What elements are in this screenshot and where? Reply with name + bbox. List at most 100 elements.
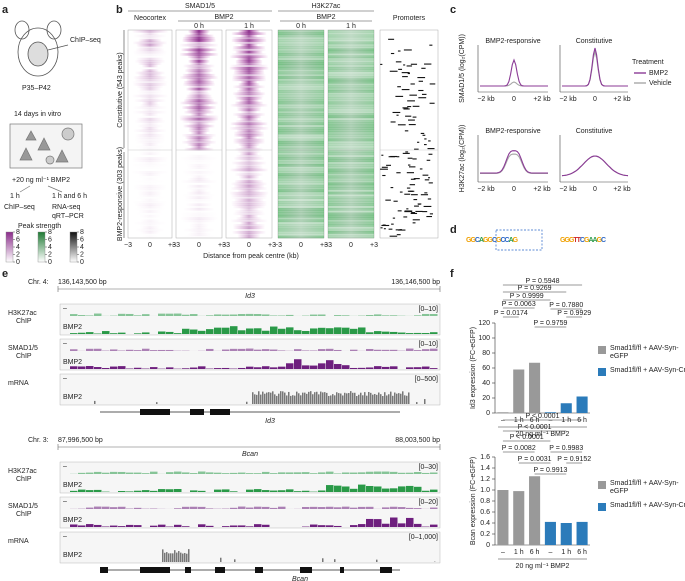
heatmap-row	[278, 78, 324, 82]
heatmap-row	[237, 108, 261, 112]
heatmap-row	[185, 136, 213, 139]
heatmap-row	[135, 60, 165, 63]
heatmap-row	[133, 34, 167, 38]
coverage-bar	[102, 331, 110, 334]
heatmap-row	[180, 217, 218, 220]
coverage-bar	[416, 402, 418, 404]
heatmap-row	[239, 175, 259, 179]
coverage-bar	[414, 508, 422, 509]
schematic-label: 1 h	[10, 193, 20, 200]
heatmap-row	[278, 80, 324, 84]
heatmap-row	[140, 103, 160, 107]
coverage-bar	[118, 526, 126, 527]
heatmap-row	[232, 46, 266, 49]
heatmap-row	[278, 131, 324, 135]
heatmap-row	[189, 224, 209, 227]
track-sub: ChIP	[16, 476, 32, 483]
legend-label: BMP2	[649, 70, 668, 77]
heatmap-cell	[411, 212, 416, 214]
heatmap-row	[138, 194, 162, 197]
exon	[210, 409, 230, 415]
coverage-bar	[142, 490, 150, 492]
heatmap-row	[328, 154, 374, 158]
coverage-bar	[222, 327, 230, 334]
heatmap-row	[180, 101, 218, 105]
heatmap-row	[278, 120, 324, 123]
coverage-bar	[326, 506, 334, 509]
x-tick-label: –	[548, 417, 552, 424]
coverage-bar	[234, 559, 236, 562]
heatmap-row	[184, 207, 214, 211]
coverage-bar	[274, 394, 276, 404]
coverage-bar	[198, 490, 206, 492]
heatmap-row	[328, 46, 374, 49]
heatmap-cell	[426, 215, 433, 218]
heatmap-row	[182, 219, 216, 223]
heatmap-row	[132, 30, 168, 33]
heatmap-cell	[395, 95, 404, 97]
heatmap-row	[179, 53, 219, 56]
coverage-bar	[390, 366, 398, 369]
subplot-title: BMP2-responsive	[485, 38, 540, 45]
bar	[529, 476, 541, 545]
colorbar	[37, 231, 46, 263]
coverage-bar	[310, 506, 318, 509]
heatmap-row	[328, 57, 374, 61]
coverage-bar	[430, 524, 438, 527]
coverage-bar	[276, 395, 278, 404]
y-tick-label: 40	[482, 380, 490, 387]
y-tick-label: 0	[486, 542, 490, 549]
heatmap-cell	[397, 86, 401, 88]
coverage-bar	[134, 315, 142, 316]
heatmap-row	[328, 103, 374, 107]
heatmap-row	[240, 80, 258, 84]
heatmap-cell	[426, 159, 431, 161]
heatmap-row	[185, 97, 213, 100]
coverage-bar	[366, 367, 374, 369]
heatmap-row	[133, 184, 167, 188]
coverage-bar	[350, 391, 352, 404]
coverage-bar	[118, 313, 126, 316]
heatmap-row	[181, 236, 217, 239]
x-tick-label: −2 kb	[559, 186, 576, 193]
coverage-bar	[294, 349, 302, 351]
coverage-bar	[310, 524, 318, 527]
y-axis-label: Bcan expression (FC-eGFP)	[470, 457, 477, 545]
legend-label: Smad1fl/fl + AAV-Syn-eGFP	[610, 345, 679, 360]
heatmap-row	[135, 146, 165, 149]
heatmap-row	[278, 210, 324, 213]
heatmap-row	[138, 162, 161, 165]
heatmap-row	[328, 76, 374, 79]
heatmap-cell	[417, 141, 420, 143]
heatmap-cell	[422, 211, 428, 213]
coverage-bar	[256, 394, 258, 404]
bar	[576, 521, 588, 545]
heatmap-row	[239, 207, 259, 211]
heatmap-frame	[379, 29, 439, 239]
coverage-bar	[166, 349, 174, 351]
coverage-bar	[382, 471, 390, 474]
coverage-bar	[254, 506, 262, 509]
coverage-bar	[238, 472, 246, 474]
heatmap-row	[132, 94, 168, 98]
heatmap-row	[278, 212, 324, 216]
heatmap-row	[278, 50, 324, 54]
column-header: Promoters	[393, 15, 426, 22]
coverage-bar	[142, 332, 150, 334]
coverage-bar	[246, 473, 254, 474]
heatmap-row	[278, 134, 324, 137]
coverage-bar	[398, 507, 406, 509]
y-tick-label: 0.8	[480, 498, 490, 505]
coverage-bar	[220, 557, 222, 562]
coverage-bar	[198, 506, 206, 509]
colorbar-tick-label: 6	[16, 236, 20, 243]
heatmap-row	[186, 94, 212, 98]
heatmap-cell	[410, 63, 418, 65]
coverage-bar	[322, 392, 324, 404]
heatmap-row	[278, 198, 324, 202]
heatmap-cell	[395, 229, 400, 231]
heatmap-row	[231, 187, 267, 190]
heatmap-row	[232, 36, 266, 40]
heatmap-row	[278, 196, 324, 200]
